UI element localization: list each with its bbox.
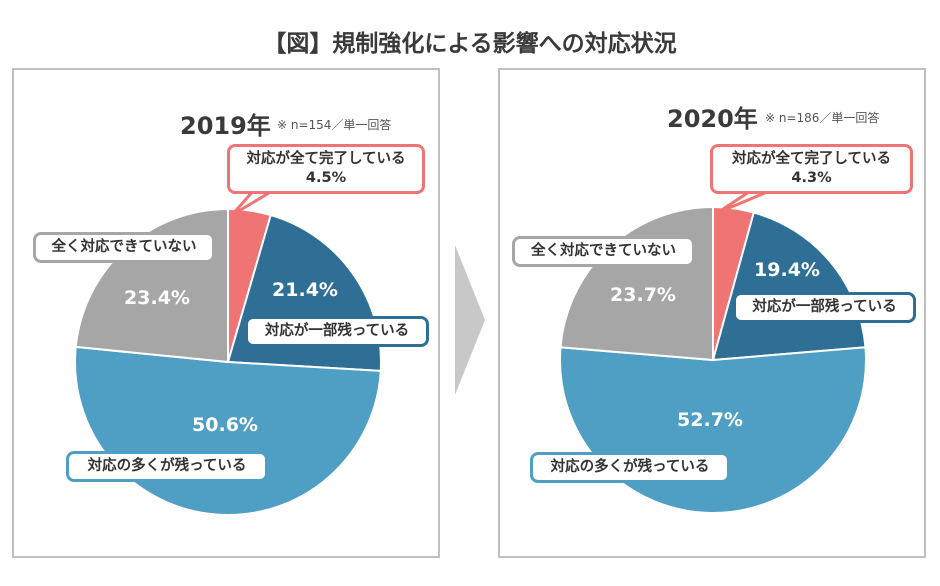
note-2020: ※ n=186／単一回答	[765, 111, 880, 125]
callout-many-2019: 対応の多くが残っている	[66, 451, 268, 482]
callout-many-2020: 対応の多くが残っている	[530, 452, 730, 483]
pie-title-2020: 2020年	[667, 105, 758, 133]
callout-partial-2019: 対応が一部残っている	[245, 316, 429, 347]
data-label: 19.4%	[754, 259, 820, 281]
arrow-right-icon	[455, 245, 485, 395]
callout-none-2019: 全く対応できていない	[33, 232, 215, 263]
callout-pointer	[716, 188, 773, 215]
category-label: 対応が全て完了している	[246, 151, 406, 167]
callout-complete-2020: 対応が全て完了している 4.3%	[710, 144, 913, 194]
data-label: 50.6%	[192, 414, 258, 436]
data-label: 52.7%	[677, 409, 743, 431]
panel-2020	[498, 68, 926, 558]
data-label: 21.4%	[272, 279, 338, 301]
data-label: 23.7%	[610, 284, 676, 306]
category-label: 対応が全て完了している	[731, 151, 892, 167]
callout-pointer	[230, 188, 275, 217]
data-label: 4.3%	[791, 170, 832, 186]
callout-partial-2020: 対応が一部残っている	[733, 292, 916, 323]
panel-2019	[12, 68, 440, 558]
pie-title-2019: 2019年	[180, 112, 271, 140]
callout-complete-2019: 対応が全て完了している 4.5%	[227, 144, 425, 194]
figure-title: 【図】規制強化による影響への対応状況	[263, 31, 677, 57]
data-label: 4.5%	[305, 170, 347, 186]
data-label: 23.4%	[124, 287, 190, 309]
note-2019: ※ n=154／単一回答	[277, 118, 392, 132]
pie-slice-partial	[711, 211, 867, 362]
callout-none-2020: 全く対応できていない	[512, 236, 695, 267]
